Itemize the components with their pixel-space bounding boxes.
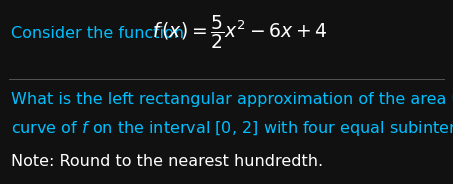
Text: Note: Round to the nearest hundredth.: Note: Round to the nearest hundredth. <box>11 154 323 169</box>
Text: Consider the function: Consider the function <box>11 26 189 41</box>
Text: $f\,(x) = \dfrac{5}{2}x^2 - 6x + 4$: $f\,(x) = \dfrac{5}{2}x^2 - 6x + 4$ <box>152 13 328 51</box>
Text: What is the left rectangular approximation of the area under the: What is the left rectangular approximati… <box>11 92 453 107</box>
Text: curve of $f$ on the interval $\left[0,\,2\right]$ with four equal subintervals?: curve of $f$ on the interval $\left[0,\,… <box>11 119 453 138</box>
